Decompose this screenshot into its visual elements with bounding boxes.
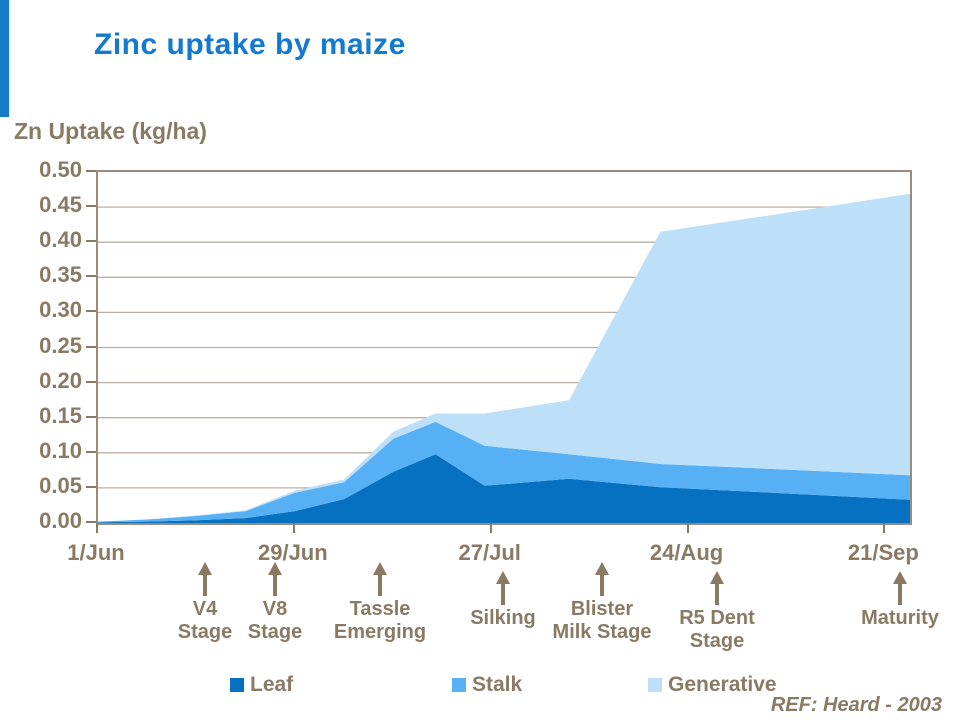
- x-axis-tick: [489, 523, 492, 533]
- y-axis-tick-label: 0.45: [39, 192, 82, 218]
- x-axis-tick: [292, 523, 295, 533]
- annotation-v4-stage: V4 Stage: [130, 562, 280, 644]
- y-axis-tick-label: 0.15: [39, 402, 82, 428]
- legend-swatch-icon: [230, 678, 244, 692]
- annotation-tassle-emerging: Tassle Emerging: [305, 562, 455, 644]
- y-axis-tick: [86, 170, 96, 172]
- area-generative: [98, 193, 910, 522]
- legend-swatch-icon: [452, 678, 466, 692]
- annotation-maturity: Maturity: [825, 571, 960, 630]
- y-axis-tick: [86, 345, 96, 348]
- up-arrow-icon: [710, 571, 724, 605]
- annotation-r5-dent-stage: R5 Dent Stage: [642, 571, 792, 653]
- y-axis-tick: [86, 205, 96, 208]
- up-arrow-icon: [198, 562, 212, 596]
- legend-swatch-icon: [648, 678, 662, 692]
- y-axis-tick: [86, 275, 96, 278]
- legend-item-generative: Generative: [648, 673, 777, 696]
- legend-label: Generative: [668, 673, 777, 696]
- y-axis-tick: [86, 310, 96, 313]
- y-axis-tick-label: 0.25: [39, 332, 82, 358]
- y-axis-tick-label: 0.10: [39, 437, 82, 463]
- y-axis-tick: [86, 450, 96, 453]
- y-axis-tick-label: 0.50: [39, 157, 82, 182]
- stage-label: Blister Milk Stage: [552, 598, 652, 643]
- stage-label: Maturity: [861, 607, 939, 629]
- up-arrow-icon: [268, 562, 282, 596]
- stacked-area-chart: [98, 193, 910, 523]
- x-axis-tick: [686, 523, 689, 533]
- stage-label: Tassle Emerging: [333, 598, 427, 643]
- left-accent-bar: [0, 0, 9, 117]
- y-axis-tick-label: 0.05: [39, 472, 82, 498]
- x-axis-tick-label: 27/Jul: [458, 540, 521, 565]
- plot-area: [96, 170, 912, 525]
- y-axis-tick: [86, 380, 96, 383]
- up-arrow-icon: [373, 562, 387, 596]
- reference-citation: REF: Heard - 2003: [770, 694, 942, 716]
- annotation-v8-stage: V8 Stage: [200, 562, 350, 644]
- x-axis-tick-label: 24/Aug: [649, 540, 724, 565]
- x-axis-tick-label: 21/Sep: [847, 540, 919, 565]
- y-axis-tick-label: 0.20: [39, 367, 82, 393]
- legend-label: Leaf: [250, 673, 294, 696]
- annotation-silking: Silking: [428, 571, 578, 630]
- y-axis-tick: [86, 521, 96, 523]
- legend-label: Stalk: [472, 673, 523, 696]
- stage-label: Silking: [470, 607, 536, 629]
- chart-title: Zinc uptake by maize: [94, 28, 406, 61]
- up-arrow-icon: [496, 571, 510, 605]
- y-axis-tick: [86, 415, 96, 418]
- y-axis-tick-label: 0.40: [39, 227, 82, 253]
- legend-item-stalk: Stalk: [452, 673, 523, 696]
- y-axis-tick-label: 0.00: [39, 508, 82, 533]
- stage-label: V8 Stage: [247, 598, 303, 643]
- x-axis-tick-label: 29/Jun: [257, 540, 328, 565]
- x-axis-tick: [96, 523, 98, 533]
- up-arrow-icon: [893, 571, 907, 605]
- x-axis-tick-label: 1/Jun: [67, 540, 125, 565]
- legend-item-leaf: Leaf: [230, 673, 294, 696]
- area-leaf: [98, 454, 910, 523]
- stage-label: V4 Stage: [177, 598, 233, 643]
- y-axis-title: Zn Uptake (kg/ha): [14, 118, 207, 144]
- area-stalk: [98, 421, 910, 523]
- x-axis-tick: [883, 523, 886, 533]
- up-arrow-icon: [595, 562, 609, 596]
- y-axis-tick: [86, 240, 96, 243]
- y-axis-tick-label: 0.30: [39, 297, 82, 323]
- stage-label: R5 Dent Stage: [679, 607, 755, 652]
- y-axis-tick: [86, 485, 96, 488]
- annotation-blister-milk-stage: Blister Milk Stage: [527, 562, 677, 644]
- y-axis-tick-label: 0.35: [39, 262, 82, 288]
